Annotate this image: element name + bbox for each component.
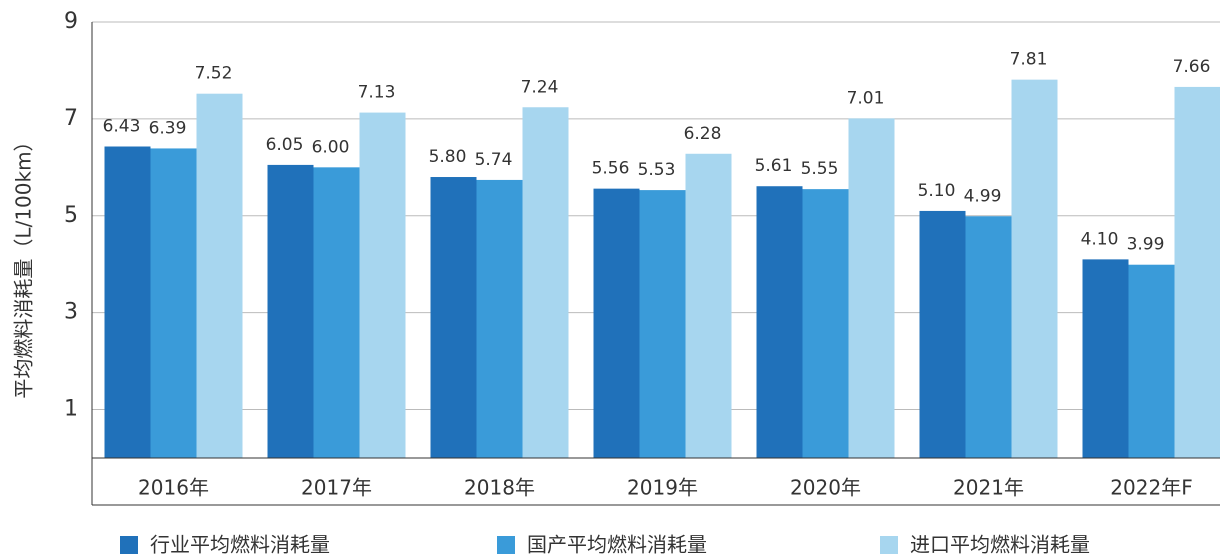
bar xyxy=(848,118,895,458)
y-tick-label: 9 xyxy=(64,9,78,34)
bar xyxy=(267,164,314,458)
value-label: 7.52 xyxy=(195,64,233,84)
y-tick-label: 1 xyxy=(64,397,78,422)
legend-label: 行业平均燃料消耗量 xyxy=(150,533,330,555)
value-label: 7.01 xyxy=(847,88,885,108)
bar xyxy=(1082,259,1129,458)
x-tick-label: 2018年 xyxy=(464,476,535,500)
y-tick-label: 7 xyxy=(64,106,78,131)
x-tick-label: 2019年 xyxy=(627,476,698,500)
bar xyxy=(685,153,732,458)
x-tick-label: 2022年F xyxy=(1110,476,1192,500)
value-label: 7.13 xyxy=(358,83,396,103)
value-label: 6.05 xyxy=(266,135,304,155)
legend-swatch xyxy=(880,536,898,554)
x-tick-label: 2021年 xyxy=(953,476,1024,500)
x-tick-label: 2016年 xyxy=(138,476,209,500)
bar xyxy=(1011,79,1058,458)
value-label: 6.43 xyxy=(103,117,141,137)
bar xyxy=(313,167,360,459)
value-label: 6.28 xyxy=(684,124,722,144)
bar xyxy=(1174,86,1220,458)
y-tick-label: 3 xyxy=(64,300,78,325)
value-label: 6.39 xyxy=(149,118,187,138)
value-label: 6.00 xyxy=(312,137,350,157)
bar xyxy=(150,148,197,458)
value-label: 5.80 xyxy=(429,147,467,167)
value-label: 7.81 xyxy=(1010,50,1048,70)
bar xyxy=(756,186,803,458)
bar xyxy=(196,93,243,458)
legend-swatch xyxy=(120,536,138,554)
y-tick-label: 5 xyxy=(64,203,78,228)
bar xyxy=(802,189,849,458)
value-label: 7.24 xyxy=(521,77,559,97)
value-label: 5.55 xyxy=(801,159,839,179)
legend-label: 进口平均燃料消耗量 xyxy=(910,533,1090,555)
x-tick-label: 2017年 xyxy=(301,476,372,500)
bar xyxy=(919,210,966,458)
value-label: 4.10 xyxy=(1081,229,1119,249)
value-label: 5.61 xyxy=(755,156,793,176)
legend-swatch xyxy=(497,536,515,554)
bar xyxy=(430,177,477,458)
y-axis-title: 平均燃料消耗量（L/100km） xyxy=(12,131,36,398)
value-label: 5.56 xyxy=(592,159,630,179)
bar xyxy=(476,179,523,458)
value-label: 5.10 xyxy=(918,181,956,201)
bar xyxy=(593,188,640,458)
value-label: 5.53 xyxy=(638,160,676,180)
legend-label: 国产平均燃料消耗量 xyxy=(527,533,707,555)
bar xyxy=(359,112,406,458)
value-label: 4.99 xyxy=(964,186,1002,206)
value-label: 7.66 xyxy=(1173,57,1211,77)
x-tick-label: 2020年 xyxy=(790,476,861,500)
bar xyxy=(104,146,151,458)
value-label: 3.99 xyxy=(1127,235,1165,255)
bar xyxy=(522,107,569,459)
bar xyxy=(639,190,686,458)
bar xyxy=(1128,264,1175,458)
bar xyxy=(965,216,1012,458)
value-label: 5.74 xyxy=(475,150,513,170)
